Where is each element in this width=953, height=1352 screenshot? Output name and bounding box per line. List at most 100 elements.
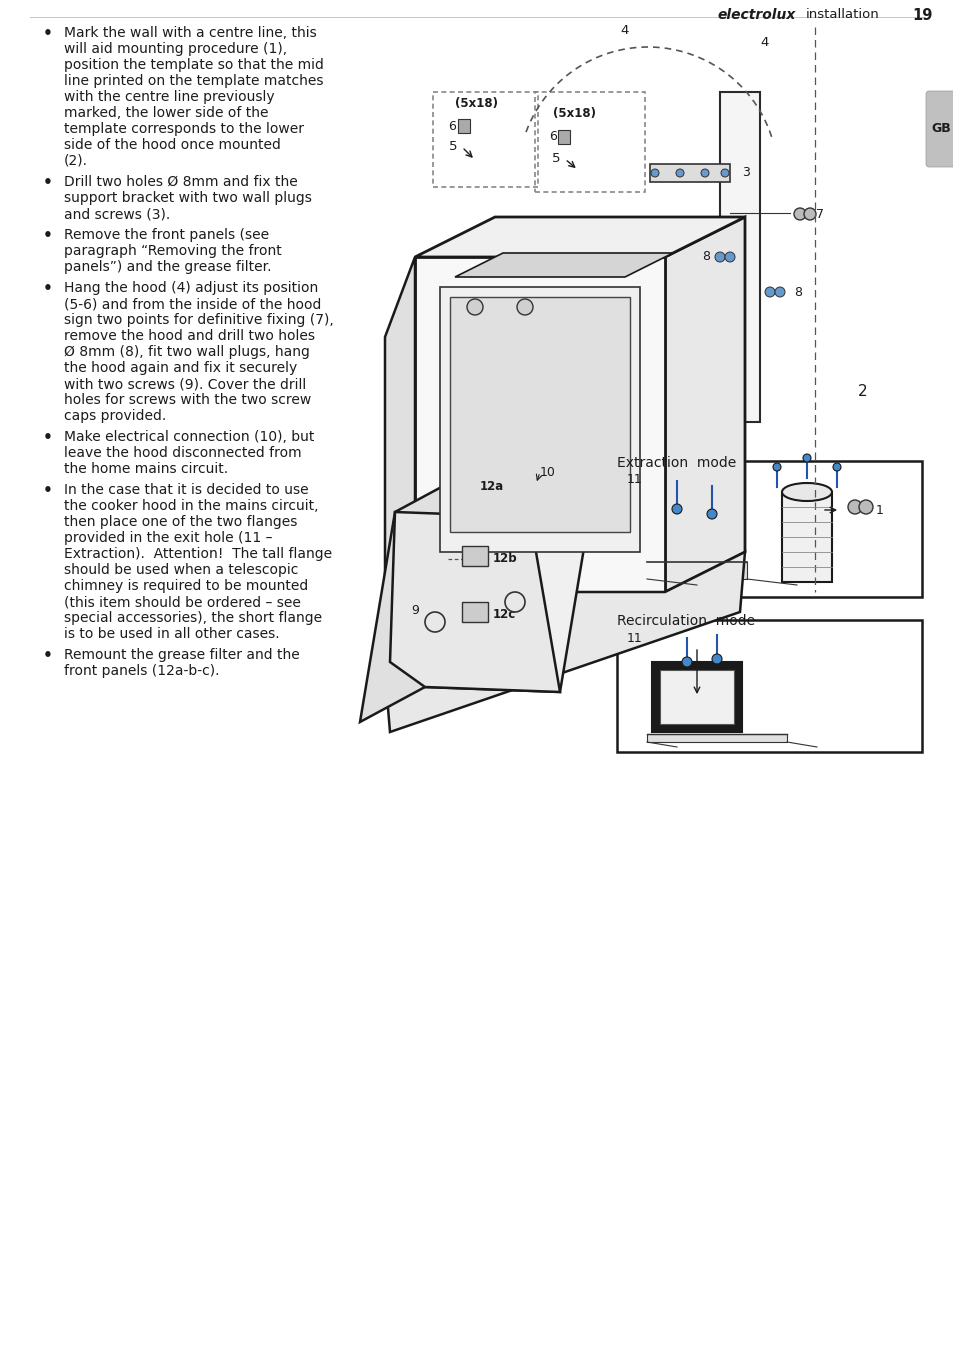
Text: •: •: [43, 430, 52, 445]
Text: Hang the hood (4) adjust its position: Hang the hood (4) adjust its position: [64, 281, 318, 295]
Text: installation: installation: [805, 8, 879, 22]
Text: 9: 9: [411, 604, 418, 617]
Text: side of the hood once mounted: side of the hood once mounted: [64, 138, 280, 151]
Text: special accessories), the short flange: special accessories), the short flange: [64, 611, 322, 625]
Polygon shape: [359, 477, 459, 722]
Text: 11: 11: [626, 473, 642, 485]
Bar: [646, 562, 746, 579]
Circle shape: [671, 504, 681, 514]
Polygon shape: [390, 512, 559, 692]
Text: paragraph “Removing the front: paragraph “Removing the front: [64, 243, 281, 258]
Circle shape: [467, 299, 482, 315]
Bar: [461, 602, 488, 622]
Text: Drill two holes Ø 8mm and fix the: Drill two holes Ø 8mm and fix the: [64, 174, 297, 189]
Ellipse shape: [781, 483, 831, 502]
Text: 12a: 12a: [479, 480, 503, 493]
Circle shape: [714, 251, 724, 262]
Bar: [450, 297, 629, 531]
Text: Mark the wall with a centre line, this: Mark the wall with a centre line, this: [64, 26, 316, 41]
Circle shape: [858, 500, 872, 514]
Text: 5: 5: [551, 153, 559, 165]
Text: should be used when a telescopic: should be used when a telescopic: [64, 562, 298, 577]
Text: (5x18): (5x18): [553, 108, 596, 120]
Text: Remount the grease filter and the: Remount the grease filter and the: [64, 648, 299, 662]
Text: marked, the lower side of the: marked, the lower side of the: [64, 105, 268, 120]
Text: line printed on the template matches: line printed on the template matches: [64, 74, 323, 88]
Text: Ø 8mm (8), fit two wall plugs, hang: Ø 8mm (8), fit two wall plugs, hang: [64, 345, 310, 360]
Text: 12b: 12b: [493, 553, 517, 565]
Bar: [651, 662, 741, 731]
Text: with two screws (9). Cover the drill: with two screws (9). Cover the drill: [64, 377, 306, 391]
Text: Recirculation  mode: Recirculation mode: [617, 614, 755, 627]
Circle shape: [847, 500, 862, 514]
Text: template corresponds to the lower: template corresponds to the lower: [64, 122, 304, 137]
Circle shape: [772, 462, 781, 470]
Text: •: •: [43, 26, 52, 41]
Circle shape: [711, 654, 721, 664]
Text: the hood again and fix it securely: the hood again and fix it securely: [64, 361, 297, 375]
Circle shape: [720, 169, 728, 177]
Text: caps provided.: caps provided.: [64, 410, 166, 423]
Bar: [617, 461, 921, 598]
Bar: [659, 671, 733, 725]
Bar: [781, 492, 831, 581]
Circle shape: [517, 299, 533, 315]
Text: Make electrical connection (10), but: Make electrical connection (10), but: [64, 430, 314, 443]
Text: Extraction  mode: Extraction mode: [617, 456, 736, 470]
Text: chimney is required to be mounted: chimney is required to be mounted: [64, 579, 308, 594]
Circle shape: [680, 521, 712, 553]
Text: 6: 6: [549, 131, 557, 143]
Text: (5-6) and from the inside of the hood: (5-6) and from the inside of the hood: [64, 297, 321, 311]
Text: will aid mounting procedure (1),: will aid mounting procedure (1),: [64, 42, 287, 55]
Text: the cooker hood in the mains circuit,: the cooker hood in the mains circuit,: [64, 499, 318, 512]
Bar: [646, 734, 786, 742]
Text: provided in the exit hole (11 –: provided in the exit hole (11 –: [64, 531, 273, 545]
Bar: [720, 92, 760, 422]
Bar: [558, 130, 569, 145]
Text: 4: 4: [760, 37, 768, 49]
Text: •: •: [43, 174, 52, 191]
Circle shape: [803, 208, 815, 220]
Polygon shape: [385, 552, 744, 731]
Circle shape: [793, 208, 805, 220]
Circle shape: [664, 506, 728, 569]
Circle shape: [832, 462, 841, 470]
Text: 3: 3: [741, 166, 749, 180]
Text: Remove the front panels (see: Remove the front panels (see: [64, 228, 269, 242]
Text: and screws (3).: and screws (3).: [64, 207, 170, 220]
Text: (this item should be ordered – see: (this item should be ordered – see: [64, 595, 300, 608]
Text: GB: GB: [931, 123, 950, 135]
Text: support bracket with two wall plugs: support bracket with two wall plugs: [64, 191, 312, 206]
Bar: [457, 119, 470, 132]
Polygon shape: [385, 257, 415, 672]
Circle shape: [764, 287, 774, 297]
Circle shape: [700, 169, 708, 177]
Text: 10: 10: [539, 465, 556, 479]
Text: 11: 11: [626, 631, 642, 645]
Bar: [439, 287, 639, 552]
Text: 8: 8: [793, 285, 801, 299]
Text: position the template so that the mid: position the template so that the mid: [64, 58, 323, 72]
Text: electrolux: electrolux: [718, 8, 796, 22]
Circle shape: [724, 251, 734, 262]
Polygon shape: [424, 477, 595, 692]
FancyBboxPatch shape: [925, 91, 953, 168]
Circle shape: [650, 169, 659, 177]
Text: sign two points for definitive fixing (7),: sign two points for definitive fixing (7…: [64, 314, 334, 327]
Text: 12c: 12c: [493, 607, 516, 621]
Text: Extraction).  Attention!  The tall flange: Extraction). Attention! The tall flange: [64, 548, 332, 561]
Text: •: •: [43, 228, 52, 243]
Bar: [649, 164, 729, 183]
Text: front panels (12a-b-c).: front panels (12a-b-c).: [64, 664, 219, 677]
Text: •: •: [43, 483, 52, 498]
Text: panels”) and the grease filter.: panels”) and the grease filter.: [64, 260, 272, 274]
Text: (5x18): (5x18): [455, 97, 497, 111]
Text: 7: 7: [815, 207, 823, 220]
Bar: [617, 621, 921, 752]
Text: •: •: [43, 281, 52, 296]
Polygon shape: [415, 218, 744, 257]
Text: then place one of the two flanges: then place one of the two flanges: [64, 515, 297, 529]
Text: 19: 19: [911, 8, 931, 23]
Circle shape: [676, 169, 683, 177]
Text: •: •: [43, 648, 52, 662]
